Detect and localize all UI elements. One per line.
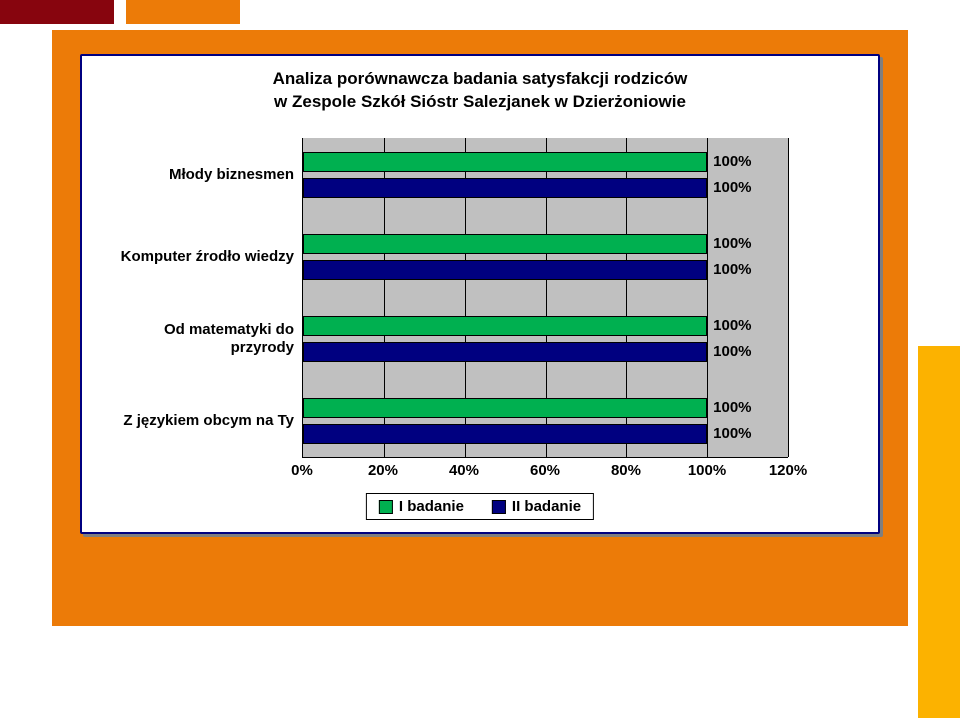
bar-series2 — [303, 342, 707, 362]
bar-series2 — [303, 178, 707, 198]
bar-series1 — [303, 316, 707, 336]
content-band: Analiza porównawcza badania satysfakcji … — [52, 30, 908, 626]
x-tick-label: 0% — [291, 462, 313, 479]
x-tick-label: 20% — [368, 462, 398, 479]
bar-value-label: 100% — [713, 399, 751, 416]
bar-value-label: 100% — [713, 317, 751, 334]
accent-seg-3 — [126, 0, 240, 24]
chart-title-line2: w Zespole Szkół Sióstr Salezjanek w Dzie… — [82, 91, 878, 114]
category-label: Komputer źrodło wiedzy — [94, 248, 294, 266]
bar-value-label: 100% — [713, 425, 751, 442]
bar-series1 — [303, 398, 707, 418]
legend-label-2: II badanie — [512, 498, 581, 515]
legend: I badanie II badanie — [366, 493, 594, 520]
bar-series2 — [303, 260, 707, 280]
chart-title-line1: Analiza porównawcza badania satysfakcji … — [82, 68, 878, 91]
bar-group: 100% 100% — [303, 316, 788, 362]
x-tick-labels: 0%20%40%60%80%100%120% — [302, 462, 788, 482]
accent-seg-1 — [0, 0, 114, 24]
chart-frame: Analiza porównawcza badania satysfakcji … — [80, 54, 880, 534]
header-accent-bar — [0, 0, 240, 24]
category-label: Z językiem obcym na Ty — [94, 412, 294, 430]
legend-item-1: I badanie — [379, 498, 464, 515]
bar-group: 100% 100% — [303, 152, 788, 198]
category-labels: Młody biznesmen Komputer źrodło wiedzy Od … — [82, 138, 294, 458]
chart-title: Analiza porównawcza badania satysfakcji … — [82, 68, 878, 114]
legend-swatch-1 — [379, 500, 393, 514]
bar-series2 — [303, 424, 707, 444]
gridline — [788, 138, 789, 457]
bar-value-label: 100% — [713, 235, 751, 252]
category-label: Młody biznesmen — [94, 166, 294, 184]
bar-value-label: 100% — [713, 179, 751, 196]
bar-value-label: 100% — [713, 261, 751, 278]
legend-label-1: I badanie — [399, 498, 464, 515]
x-tick-label: 100% — [688, 462, 726, 479]
x-tick-label: 60% — [530, 462, 560, 479]
category-label: Od matematyki doprzyrody — [94, 321, 294, 357]
side-accent-bar — [918, 346, 960, 718]
x-tick-label: 40% — [449, 462, 479, 479]
legend-item-2: II badanie — [492, 498, 581, 515]
bar-group: 100% 100% — [303, 398, 788, 444]
legend-swatch-2 — [492, 500, 506, 514]
bar-value-label: 100% — [713, 153, 751, 170]
bar-value-label: 100% — [713, 343, 751, 360]
bar-group: 100% 100% — [303, 234, 788, 280]
x-tick-label: 120% — [769, 462, 807, 479]
bar-series1 — [303, 234, 707, 254]
accent-seg-2 — [114, 0, 126, 24]
x-tick-label: 80% — [611, 462, 641, 479]
plot-area: 100% 100% 100% 100% 100% 100% 100% 100% — [302, 138, 788, 458]
bar-series1 — [303, 152, 707, 172]
